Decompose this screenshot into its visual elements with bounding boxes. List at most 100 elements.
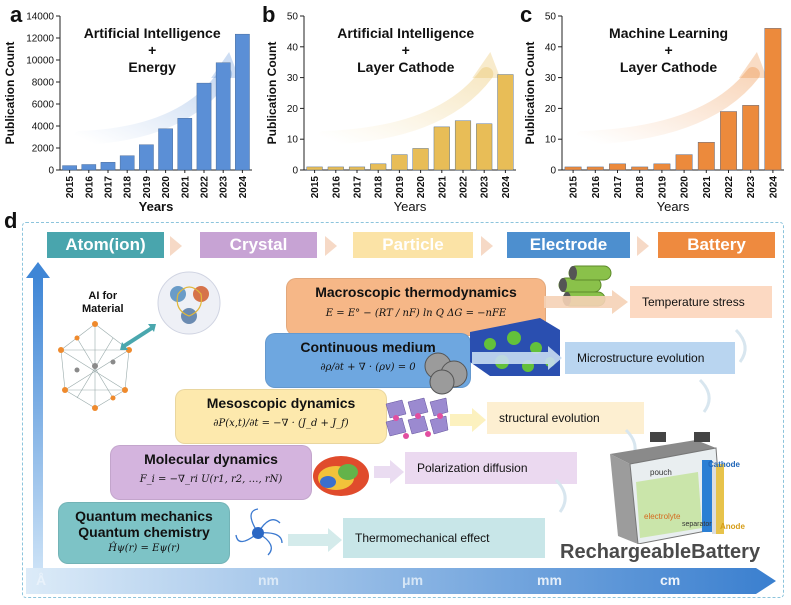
stage-arrow [637,236,649,256]
chart-title-line: + [402,42,410,58]
x-tick-label: 2022 [724,176,735,199]
growth-arrow [73,67,233,145]
model-mesoscopic-dynamics: Mesoscopic dynamics ∂P(x,t)/∂t = −∇ · (J… [175,389,387,444]
effect-thermomechanical: Thermomechanical effect [343,518,545,558]
atom-network-icon [58,321,132,411]
y-tick-label: 0 [550,166,556,177]
chart-ai-layer-cathode: 0 10 20 30 40 50 2015 2016 2017 2018 2019 2020 2021 2… [265,12,516,214]
bar [412,148,429,171]
quark-sphere-icon [157,271,221,335]
horizontal-scale-arrow [26,568,776,594]
bar [497,74,514,171]
quantum-orbital-image [235,508,283,556]
x-tick-label: 2020 [416,176,427,199]
bar [675,154,693,171]
battery-separator-label: separator [682,521,712,528]
x-tick-label: 2019 [142,176,153,199]
y-tick-label: 4000 [32,122,55,133]
bar [119,155,135,171]
chart-title-line: Layer Cathode [620,59,717,75]
y-tick-label: 20 [545,104,557,115]
x-tick-label: 2024 [501,176,512,199]
molecular-surface-image [313,456,369,496]
scale-label-nm: nm [258,572,279,588]
model-equation: ∂P(x,t)/∂t = −∇ · (J_d + J_f) [213,418,349,429]
bar [720,111,737,171]
chart-title-line: Energy [128,59,176,75]
battery-electrolyte-label: electrolyte [644,512,681,521]
x-tick-label: 2022 [459,176,470,199]
model-macroscopic-thermodynamics: Macroscopic thermodynamics E = E° − (RT … [286,278,546,336]
chart-title-line: Artificial Intelligence [84,25,221,41]
battery-tab-label: Tab [680,434,692,441]
bar [653,163,671,171]
x-tick-label: 2023 [746,176,757,199]
model-title: Mesoscopic dynamics [206,395,356,411]
y-tick-label: 8000 [32,78,55,89]
bar [81,164,97,171]
x-tick-label: 2023 [219,176,230,199]
effect-structural-evolution: structural evolution [487,402,644,434]
x-tick-label: 2018 [374,176,385,199]
bar [196,82,212,171]
x-tick-label: 2022 [200,176,211,199]
panel-label-d: d [4,208,18,233]
x-tick-label: 2015 [310,176,321,199]
effect-microstructure-evolution: Microstructure evolution [565,342,735,374]
particle-image [424,352,468,395]
y-tick-label: 30 [287,73,299,84]
growth-arrow-head [738,52,767,78]
stage-arrow [481,236,493,256]
model-title-line-1: Quantum mechanics [75,508,213,524]
panel-label-b: b [262,2,276,27]
chart-title-line: Artificial Intelligence [337,25,474,41]
bar [348,166,366,171]
effect-polarization-diffusion: Polarization diffusion [405,452,577,484]
y-tick-label: 50 [545,12,557,23]
y-tick-label: 30 [545,73,557,84]
chart-title-line: Layer Cathode [357,59,454,75]
y-tick-label: 10 [545,135,557,146]
stage-electrode: Electrode [507,232,630,258]
bar [62,165,77,171]
model-equation: E = E° − (RT / nF) ln Q ΔG = −nFE [325,308,507,319]
pouch-battery-image [610,432,724,544]
battery-cathode-label: Cathode [708,460,740,469]
model-title-line-2: Quantum chemistry [78,524,210,540]
crystal-lattice-image [385,397,449,439]
bar [100,162,116,171]
battery-pouch-label: pouch [650,468,672,477]
model-equation: Ĥψ(r) = Eψ(r) [108,543,180,554]
x-tick-label: 2019 [657,176,668,199]
x-tick-label: 2018 [123,176,134,199]
panel-label-c: c [520,2,533,27]
y-tick-label: 6000 [32,100,55,111]
y-tick-label: 0 [48,166,54,177]
x-tick-label: 2015 [65,176,76,199]
bar [177,118,193,171]
growth-arrow-head [472,52,501,78]
y-tick-label: 10 [287,135,299,146]
y-tick-label: 2000 [32,144,55,155]
ai-label-line-1: AI for [88,290,118,302]
bar [742,105,760,171]
model-quantum-mechanics: Quantum mechanics Quantum chemistry Ĥψ(r… [58,502,230,564]
bar [327,166,344,171]
y-axis-label: Publication Count [523,42,537,145]
battery-anode-label: Anode [720,522,745,531]
x-tick-label: 2023 [480,176,491,199]
x-tick-label: 2019 [395,176,406,199]
growth-arrow [317,67,494,145]
y-tick-label: 20 [287,104,299,115]
battery-title: RechargeableBattery [560,541,761,563]
model-equation: ∂ρ/∂t + ∇ · (ρv) = 0 [320,362,416,373]
y-tick-label: 10000 [26,56,54,67]
bar [370,163,387,171]
y-axis-label: Publication Count [265,42,279,145]
x-tick-label: 2020 [680,176,691,199]
x-tick-label: 2017 [613,176,624,199]
bar [454,120,472,171]
bar [215,62,231,171]
x-tick-label: 2017 [104,176,115,199]
bar [764,28,782,171]
